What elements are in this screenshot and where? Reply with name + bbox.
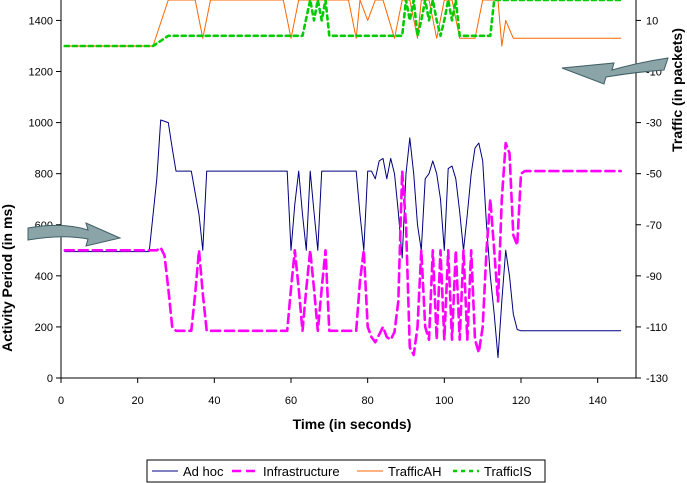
y2-tick-label: -70 bbox=[646, 220, 662, 232]
right-axis-pointer-arrow bbox=[561, 57, 669, 85]
x-tick-label: 60 bbox=[285, 395, 297, 407]
y-tick-label: 200 bbox=[35, 322, 53, 334]
series-line-trafficah bbox=[64, 0, 622, 47]
legend-label: TrafficIS bbox=[484, 464, 532, 479]
y-tick-label: 400 bbox=[35, 271, 53, 283]
y2-axis-title: Traffic (in packets) bbox=[669, 28, 685, 152]
series-layer bbox=[63, 0, 623, 359]
x-tick-label: 140 bbox=[588, 395, 606, 407]
axes: 0204060801001201400200400600800100012001… bbox=[29, 0, 668, 407]
legend-label: Ad hoc bbox=[183, 464, 224, 479]
legend: Ad hoc Infrastructure TrafficAH TrafficIS bbox=[146, 459, 546, 483]
y2-tick-label: -130 bbox=[646, 373, 668, 385]
y-tick-label: 800 bbox=[35, 169, 53, 181]
series-line-infrastructure bbox=[63, 141, 623, 357]
y-tick-label: 0 bbox=[47, 373, 53, 385]
x-tick-label: 100 bbox=[435, 395, 453, 407]
y-tick-label: 1400 bbox=[29, 15, 53, 27]
y2-tick-label: -50 bbox=[646, 169, 662, 181]
x-axis-title: Time (in seconds) bbox=[293, 416, 412, 432]
y-tick-label: 1200 bbox=[29, 67, 53, 79]
x-tick-label: 120 bbox=[512, 395, 530, 407]
y2-tick-label: -90 bbox=[646, 271, 662, 283]
x-tick-label: 20 bbox=[132, 395, 144, 407]
y2-tick-label: 10 bbox=[646, 15, 658, 27]
x-tick-label: 40 bbox=[208, 395, 220, 407]
left-axis-pointer-arrow bbox=[27, 222, 122, 247]
y2-tick-label: -30 bbox=[646, 118, 662, 130]
x-tick-label: 0 bbox=[58, 395, 64, 407]
legend-label: TrafficAH bbox=[388, 464, 441, 479]
legend-box bbox=[146, 459, 546, 483]
y2-tick-label: -110 bbox=[646, 322, 667, 334]
y-axis-title: Activity Period (in ms) bbox=[0, 204, 15, 352]
series-line-ad-hoc bbox=[64, 119, 622, 359]
legend-label: Infrastructure bbox=[263, 464, 340, 479]
x-tick-label: 80 bbox=[362, 395, 374, 407]
series-line-trafficis bbox=[63, 0, 623, 48]
y-tick-label: 1000 bbox=[29, 118, 53, 130]
